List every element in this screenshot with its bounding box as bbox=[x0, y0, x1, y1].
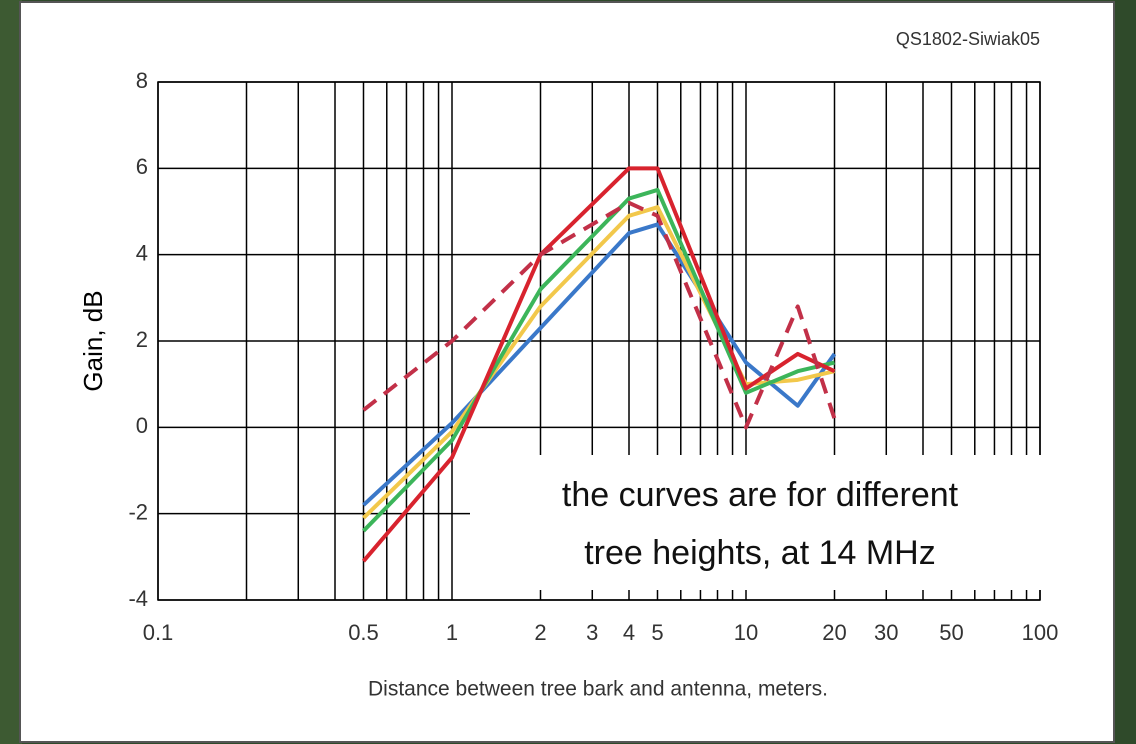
annotation-box bbox=[470, 455, 1042, 590]
y-axis-label: Gain, dB bbox=[78, 290, 108, 391]
y-tick-label: -4 bbox=[128, 586, 148, 611]
x-tick-label: 30 bbox=[874, 620, 898, 645]
y-tick-label: 4 bbox=[136, 240, 148, 265]
y-tick-label: 0 bbox=[136, 413, 148, 438]
series bbox=[361, 166, 837, 563]
source-label: QS1802-Siwiak05 bbox=[896, 29, 1040, 49]
x-tick-label: 0.1 bbox=[143, 620, 174, 645]
x-tick-label: 1 bbox=[446, 620, 458, 645]
x-tick-label: 20 bbox=[822, 620, 846, 645]
annotation: tree heights, at 14 MHz bbox=[584, 534, 936, 572]
x-tick-label: 50 bbox=[939, 620, 963, 645]
y-tick-label: 6 bbox=[136, 154, 148, 179]
y-tick-label: -2 bbox=[128, 499, 148, 524]
x-tick-label: 5 bbox=[651, 620, 663, 645]
x-tick-label: 10 bbox=[734, 620, 758, 645]
series-line bbox=[362, 187, 835, 533]
x-tick-label: 4 bbox=[623, 620, 635, 645]
y-tick-label: 2 bbox=[136, 327, 148, 352]
x-tick-label: 3 bbox=[586, 620, 598, 645]
series-line bbox=[362, 205, 835, 520]
series-line bbox=[361, 166, 836, 563]
x-axis-label: Distance between tree bark and antenna, … bbox=[368, 678, 828, 701]
y-tick-label: 8 bbox=[136, 68, 148, 93]
series-line bbox=[362, 200, 837, 430]
series-line bbox=[362, 222, 837, 507]
annotation: the curves are for different bbox=[562, 476, 959, 514]
x-tick-label: 100 bbox=[1022, 620, 1059, 645]
background-tree bbox=[0, 0, 22, 744]
x-tick-label: 0.5 bbox=[348, 620, 379, 645]
x-tick-label: 2 bbox=[534, 620, 546, 645]
chart-panel bbox=[19, 1, 1115, 743]
